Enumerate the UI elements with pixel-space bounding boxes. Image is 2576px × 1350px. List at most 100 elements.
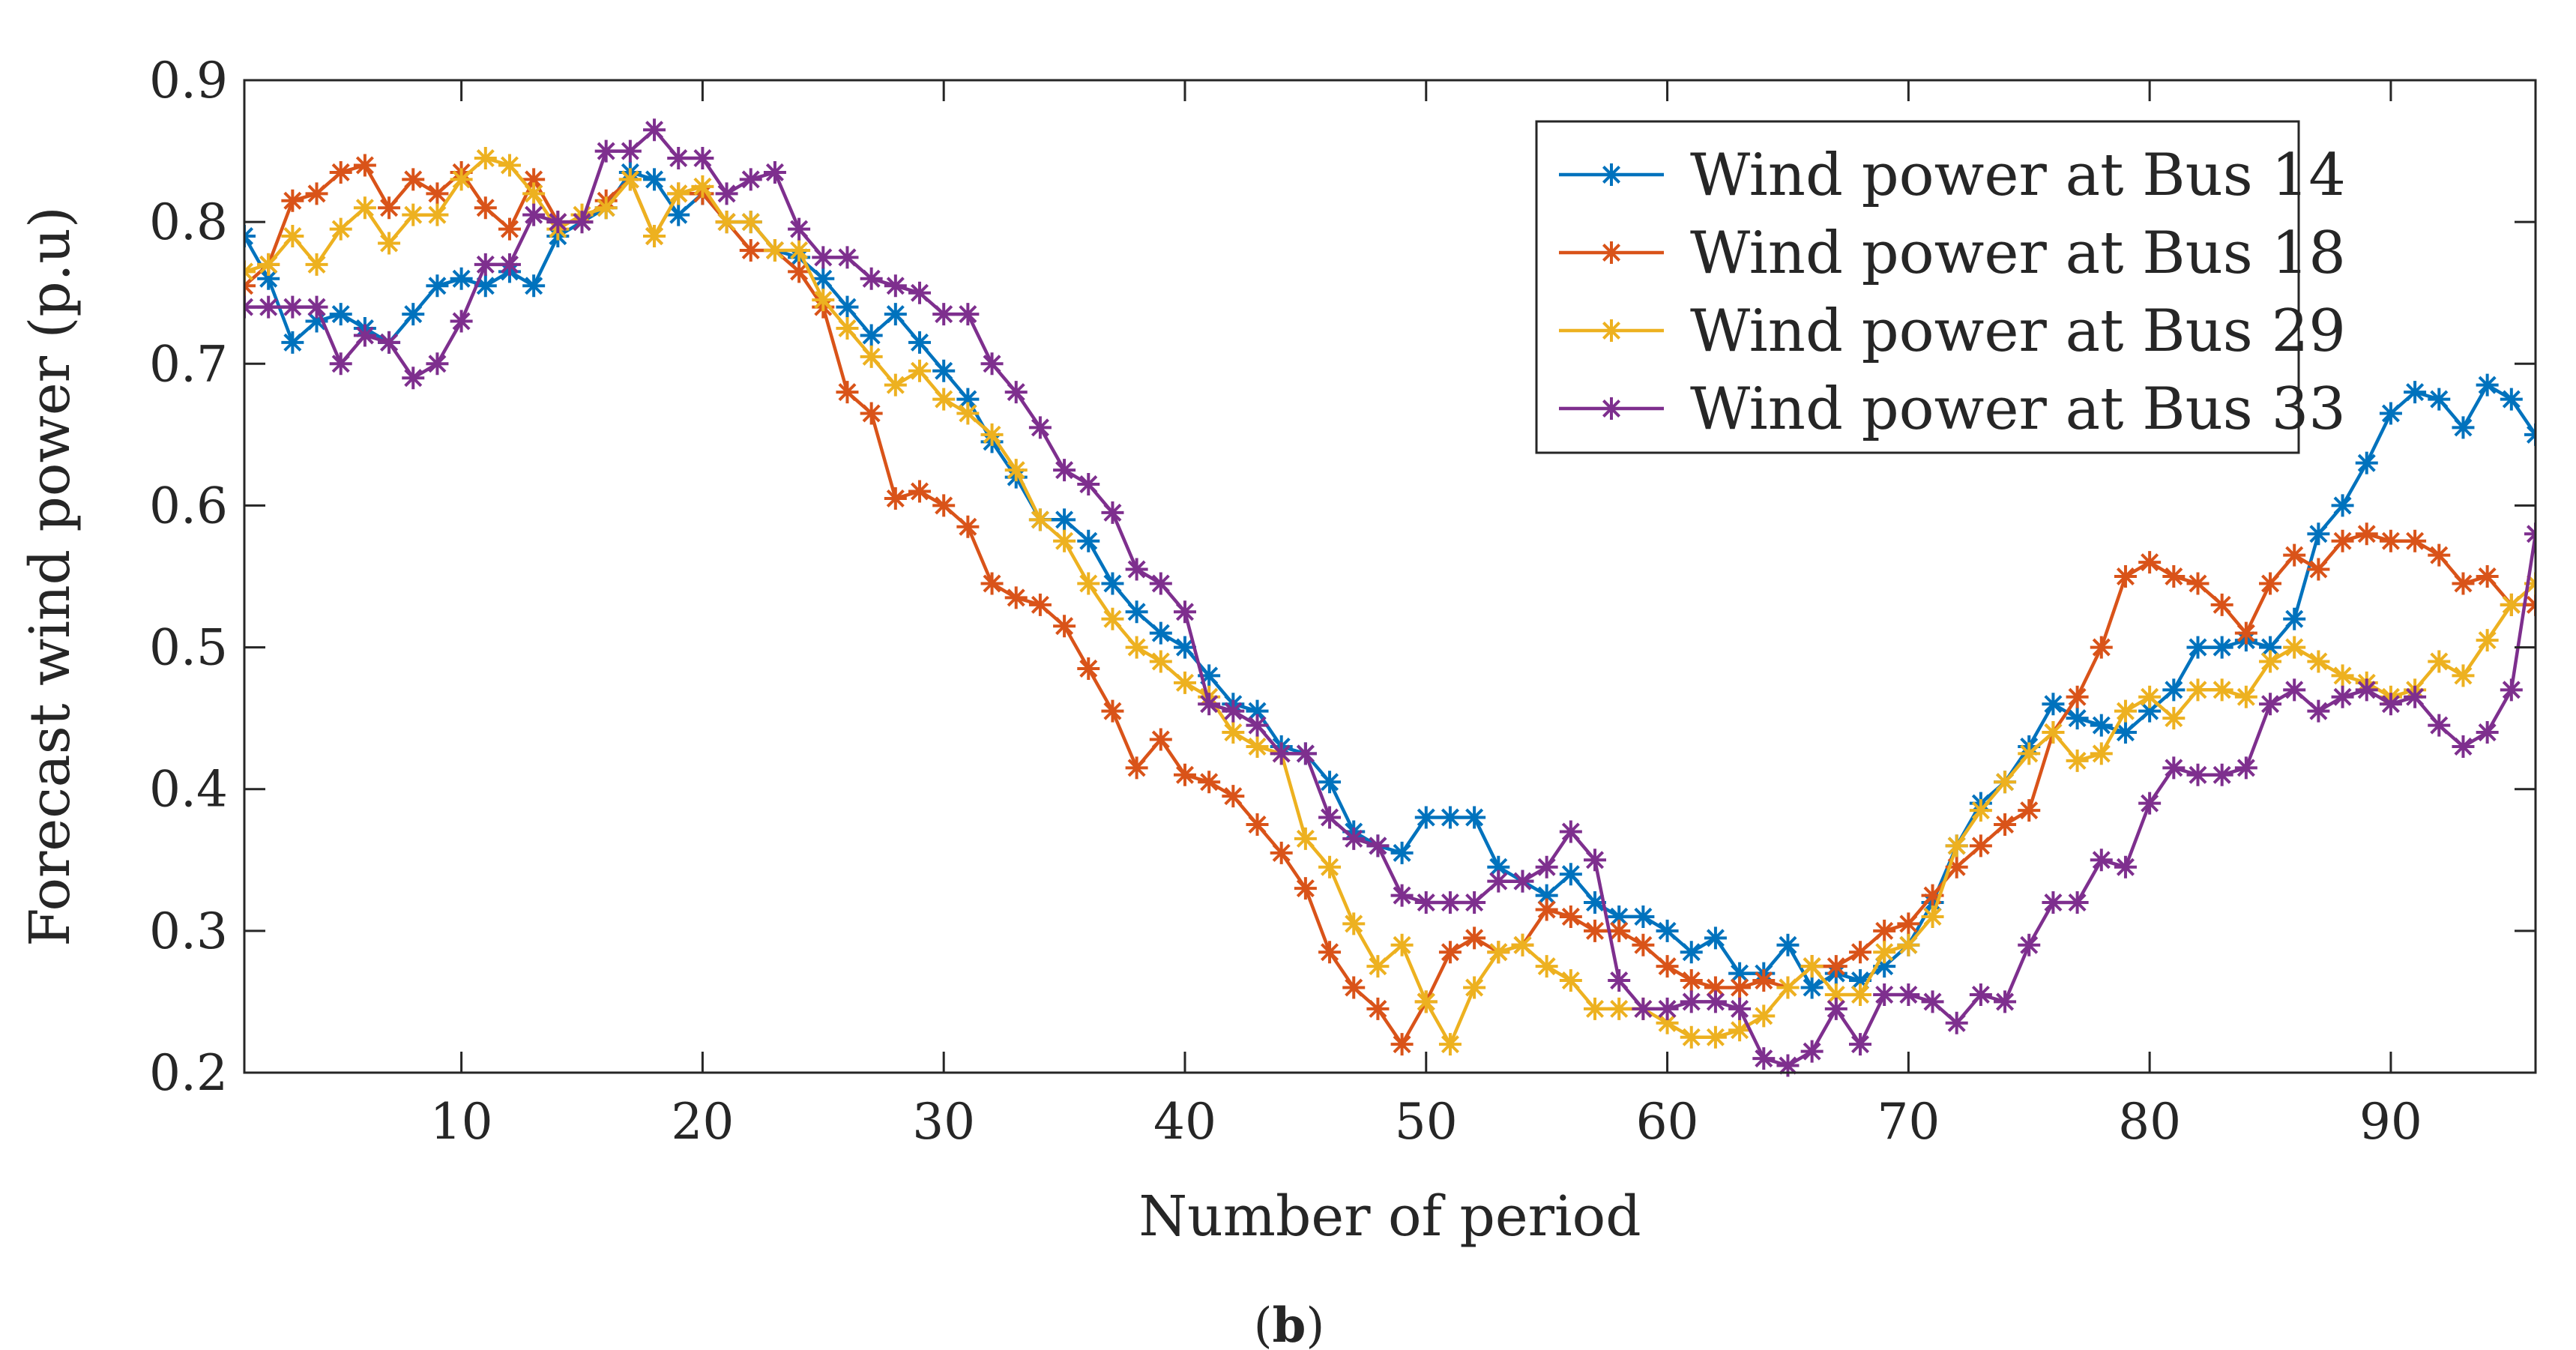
y-tick-label: 0.6 [149,477,228,534]
data-point [1656,1011,1679,1034]
data-point [1969,799,1992,822]
data-point [1414,806,1438,829]
data-point [1414,891,1438,914]
data-point [378,232,401,255]
data-point [1584,997,1607,1020]
data-point [788,260,811,283]
data-point [2331,494,2354,517]
data-point [667,147,690,170]
data-point [2186,763,2209,786]
data-point [1608,997,1631,1020]
data-point [2234,756,2257,780]
data-point [1077,529,1100,552]
data-point [2283,607,2306,630]
data-point [2259,693,2282,716]
data-point [1390,933,1414,956]
data-point [594,139,618,163]
data-point [498,217,521,241]
data-point [2090,849,2113,872]
data-point [2042,721,2065,744]
data-point [836,295,859,319]
data-point [1173,671,1196,694]
data-point [1101,607,1124,630]
data-point [763,160,786,184]
legend-entry: Wind power at Bus 14 [1559,142,2346,209]
data-point [2162,756,2186,780]
data-point [2018,933,2041,956]
data-point [2234,685,2257,708]
data-point [2138,699,2162,723]
data-point [884,274,907,298]
data-point [1438,806,1462,829]
data-point [2138,792,2162,815]
data-point [691,147,714,170]
data-point [1584,849,1607,872]
data-point [1848,1033,1871,1056]
x-axis-title: Number of period [1138,1184,1641,1249]
data-point [1004,459,1028,482]
x-tick-label: 10 [430,1093,493,1151]
data-point [667,182,690,205]
data-point [1800,955,1824,978]
data-point [1608,919,1631,942]
figure-caption: (b) [1254,1298,1325,1350]
data-point [1559,905,1582,928]
data-point [1945,1011,1968,1034]
data-point [932,303,956,326]
data-point [2018,799,2041,822]
data-point [2452,664,2475,687]
data-point [1728,997,1752,1020]
data-point [1222,785,1245,808]
data-point [402,367,425,390]
data-point [353,324,376,347]
data-point [1752,969,1776,992]
data-point [2307,650,2330,673]
data-point [739,211,762,234]
data-point [1463,891,1486,914]
legend-label: Wind power at Bus 14 [1690,142,2346,209]
data-point [1559,820,1582,843]
data-point [474,196,497,220]
data-point [2114,699,2137,723]
data-point [1511,870,1534,893]
data-point [1125,558,1148,581]
data-point [1487,941,1510,964]
x-tick-label: 30 [912,1093,975,1151]
data-point [546,211,570,234]
data-point [618,168,642,191]
data-point [1873,983,1896,1006]
data-point [1897,983,1920,1006]
data-point [474,147,497,170]
data-point [522,168,546,191]
data-point [980,423,1004,446]
data-point [1390,884,1414,907]
data-point [2476,721,2499,744]
legend-marker [1600,397,1623,420]
data-point [2379,693,2402,716]
data-point [908,480,932,503]
data-point [643,168,666,191]
data-point [1608,905,1631,928]
data-point [956,388,980,411]
y-tick-label: 0.3 [149,902,228,960]
data-point [908,359,932,382]
data-point [1511,933,1534,956]
data-point [1800,976,1824,999]
data-point [522,274,546,298]
data-point [1294,742,1317,765]
legend-marker [1600,163,1623,186]
data-point [1028,508,1052,531]
data-point [739,168,762,191]
data-point [1776,976,1800,999]
data-point [474,274,497,298]
data-point [1053,615,1076,638]
data-point [594,196,618,220]
data-point [1535,898,1558,921]
data-point [884,303,907,326]
data-point [1463,926,1486,950]
legend-entry: Wind power at Bus 18 [1559,220,2346,287]
x-tick-label: 80 [2118,1093,2181,1151]
data-point [1438,941,1462,964]
data-point [1487,870,1510,893]
data-point [498,253,521,276]
